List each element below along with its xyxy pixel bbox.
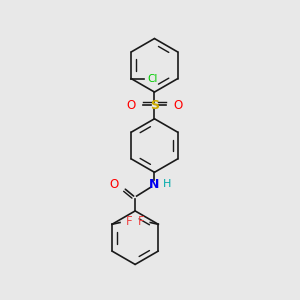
Text: F: F <box>126 215 133 228</box>
Text: H: H <box>163 179 171 189</box>
Text: O: O <box>126 99 135 112</box>
Text: S: S <box>150 99 159 112</box>
Text: O: O <box>173 99 183 112</box>
Text: O: O <box>110 178 119 191</box>
Text: F: F <box>138 215 144 228</box>
Text: N: N <box>149 178 160 191</box>
Text: Cl: Cl <box>148 74 158 84</box>
